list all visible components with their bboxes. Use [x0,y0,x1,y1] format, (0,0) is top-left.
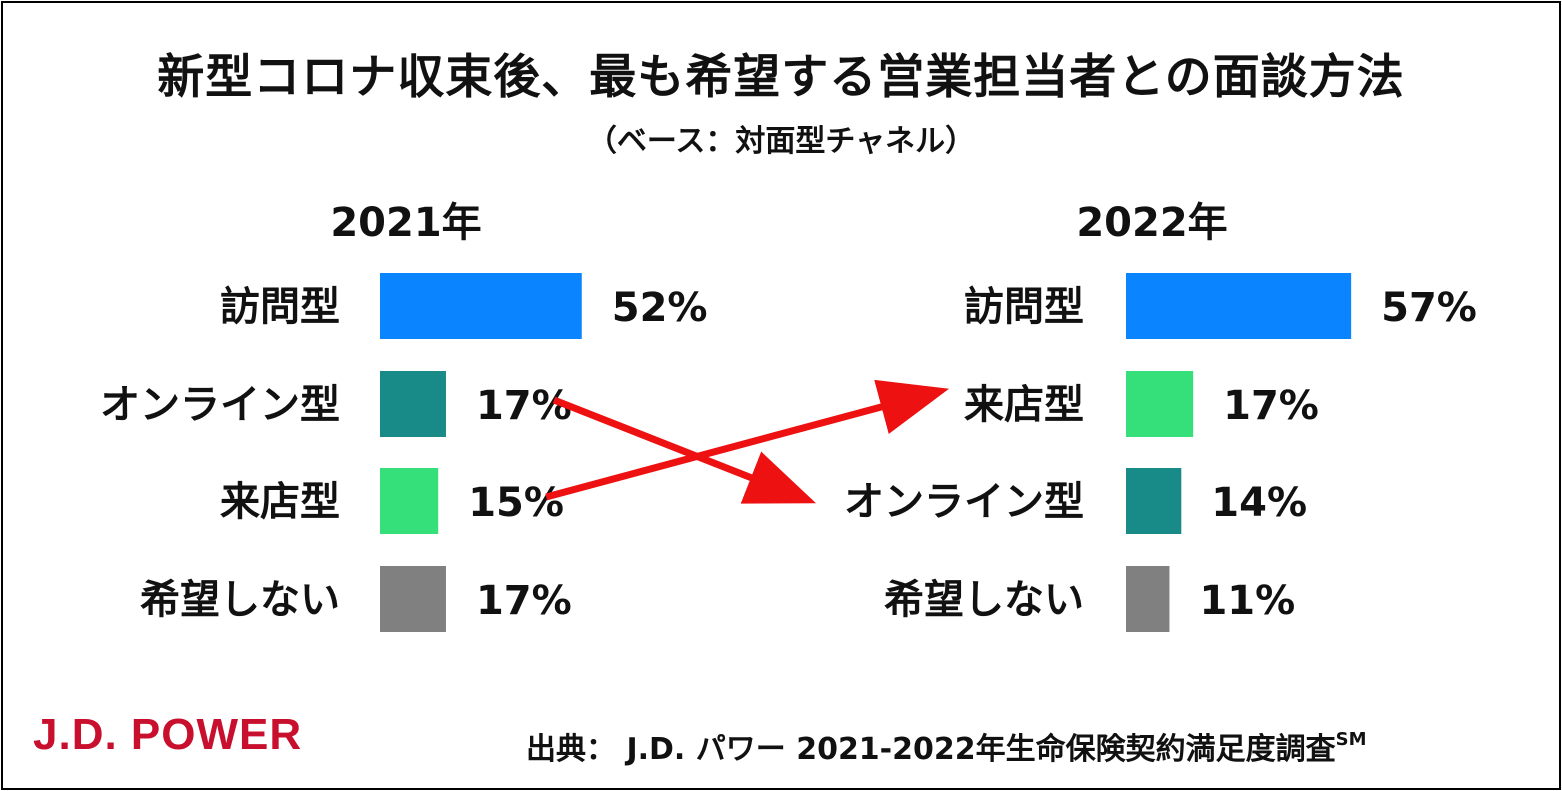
category-label-2022-visit: 訪問型 [964,284,1084,330]
bar-2021-store [380,468,439,534]
category-label-2021-none: 希望しない [140,577,340,623]
category-label-2022-none: 希望しない [884,577,1084,623]
arrow-online [552,396,817,504]
bar-2021-visit [380,273,582,339]
category-label-2022-online: オンライン型 [844,479,1084,525]
source-note: 出典： J.D. パワー 2021-2022年生命保険契約満足度調査SM [526,724,1367,768]
value-label-2021-store: 15% [468,480,564,526]
chart-subtitle: （ベース：対面型チャネル） [586,124,976,159]
value-label-2021-visit: 52% [612,285,708,331]
value-label-2022-none: 11% [1199,578,1295,624]
value-label-2022-online: 14% [1211,480,1307,526]
category-label-2022-store: 来店型 [964,382,1084,428]
category-label-2021-store: 来店型 [220,479,340,525]
panel-title-2022: 2022年 [1076,200,1228,246]
category-label-2021-visit: 訪問型 [220,284,340,330]
bar-2022-online [1126,468,1182,534]
rank-change-arrows [545,379,950,504]
chart-title: 新型コロナ収束後、最も希望する営業担当者との面談方法 [157,50,1405,105]
panel-2022: 訪問型 57% 来店型 17% オンライン型 14% 希望しない 11% [844,273,1477,632]
source-text: 出典： J.D. パワー 2021-2022年生命保険契約満足度調査 [526,732,1336,767]
jd-power-logo: J.D. POWER [33,710,303,759]
bar-2022-none [1126,566,1170,632]
bar-2021-none [380,566,446,632]
value-label-2022-store: 17% [1223,383,1319,429]
source-superscript: SM [1335,729,1367,750]
bar-2021-online [380,371,446,437]
bar-2022-store [1126,371,1194,437]
panel-title-2021: 2021年 [330,200,482,246]
panel-2021: 訪問型 52% オンライン型 17% 来店型 15% 希望しない 17% [100,273,708,632]
value-label-2022-visit: 57% [1381,285,1477,331]
bar-2022-visit [1126,273,1352,339]
arrow-store [545,379,950,501]
value-label-2021-none: 17% [476,578,572,624]
value-label-2021-online: 17% [476,383,572,429]
category-label-2021-online: オンライン型 [100,382,340,428]
